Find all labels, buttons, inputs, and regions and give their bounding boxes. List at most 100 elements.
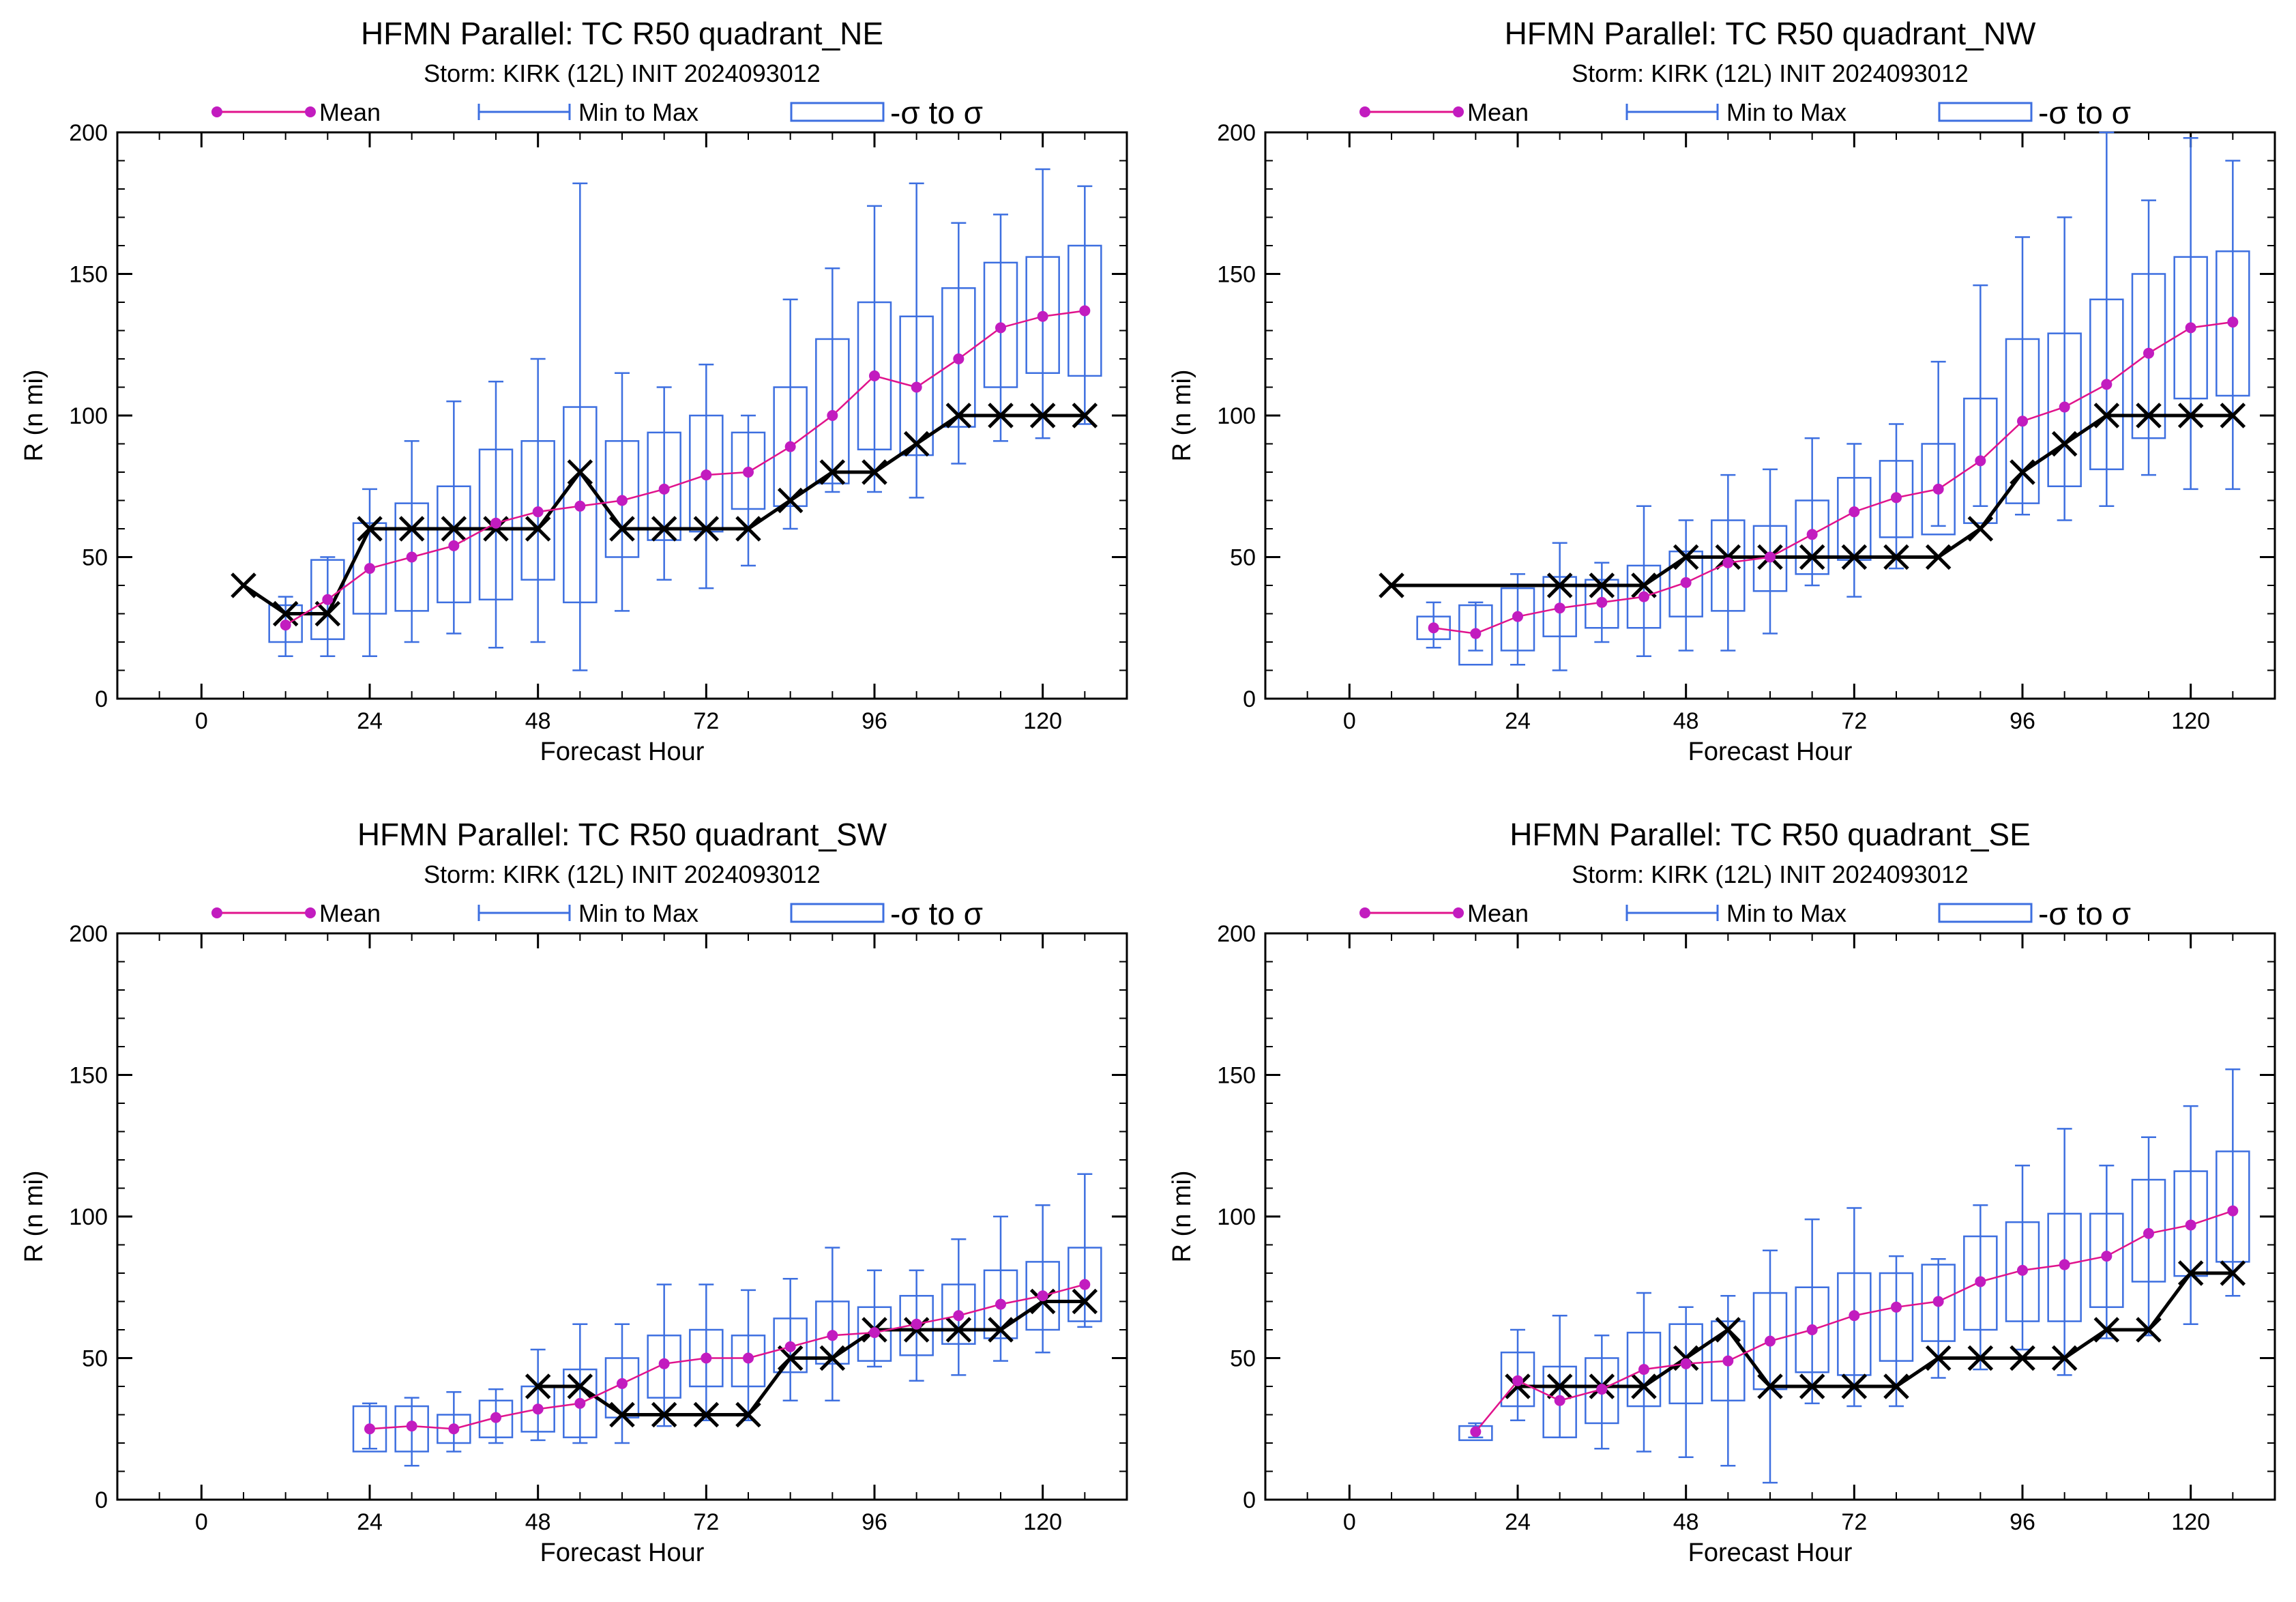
best-track-marker xyxy=(567,1373,593,1399)
best-track-marker xyxy=(945,1317,972,1343)
legend-label-mean: Mean xyxy=(319,899,381,927)
mean-marker xyxy=(1849,506,1860,518)
legend-mean-marker xyxy=(1359,106,1370,117)
chart-subtitle: Storm: KIRK (12L) INIT 2024093012 xyxy=(1572,59,1969,87)
sigma-box xyxy=(899,1294,934,1356)
mean-marker xyxy=(1638,1364,1649,1375)
sigma-box xyxy=(647,1335,681,1399)
best-track-marker xyxy=(1925,1345,1952,1371)
best-track-marker xyxy=(609,1401,635,1428)
sigma-series xyxy=(268,244,1102,643)
mean-marker xyxy=(827,1330,838,1341)
y-tick-label: 0 xyxy=(1243,1487,1256,1513)
mean-marker xyxy=(784,1341,796,1352)
x-tick-label: 96 xyxy=(862,708,887,734)
legend-label-mean: Mean xyxy=(1467,98,1529,126)
best-track-marker xyxy=(988,403,1014,428)
x-axis-title: Forecast Hour xyxy=(540,1539,705,1567)
sigma-box xyxy=(1626,564,1662,629)
sigma-box xyxy=(2131,273,2166,439)
legend-label-minmax: Min to Max xyxy=(1726,899,1846,927)
mean-marker xyxy=(1680,1358,1692,1369)
y-axis-title: R (n mi) xyxy=(20,1170,48,1262)
mean-line xyxy=(1433,321,2233,635)
sigma-box xyxy=(1626,1331,1662,1408)
y-tick-label: 0 xyxy=(95,686,108,712)
legend-label-mean: Mean xyxy=(319,98,381,126)
sigma-box xyxy=(1963,397,1998,524)
mean-marker xyxy=(1722,557,1734,568)
legend-mean-marker xyxy=(1453,907,1464,918)
mean-marker xyxy=(1849,1310,1860,1322)
chart-title: HFMN Parallel: TC R50 quadrant_NW xyxy=(1505,16,2036,51)
sigma-box xyxy=(1542,1365,1577,1438)
sigma-box xyxy=(1879,1272,1914,1362)
best-track-marker xyxy=(2010,459,2035,485)
mean-marker xyxy=(1079,305,1091,317)
sigma-box xyxy=(1500,587,1535,652)
sigma-box xyxy=(1585,1357,1619,1425)
x-tick-label: 48 xyxy=(525,1509,551,1535)
y-tick-label: 200 xyxy=(69,921,108,947)
mean-marker xyxy=(743,467,754,478)
sigma-box xyxy=(1025,1261,1060,1331)
sigma-box xyxy=(352,522,387,615)
legend-mean-marker xyxy=(305,907,316,918)
mean-marker xyxy=(1596,596,1608,608)
legend-sigma-box xyxy=(1938,903,2033,923)
mean-marker xyxy=(1554,602,1565,614)
x-tick-label: 0 xyxy=(1343,708,1356,734)
mean-marker xyxy=(406,1421,417,1432)
x-tick-label: 24 xyxy=(357,1509,383,1535)
best-track-marker xyxy=(2093,1317,2120,1343)
sigma-box xyxy=(1500,1351,1535,1408)
sigma-box xyxy=(941,1283,976,1345)
chart-panel: HFMN Parallel: TC R50 quadrant_SE Storm: … xyxy=(1168,817,2276,1567)
mean-marker xyxy=(2143,347,2154,359)
sigma-box xyxy=(437,485,471,604)
legend-sigma-box xyxy=(790,102,885,122)
y-tick-label: 150 xyxy=(69,262,108,288)
best-track-marker xyxy=(1715,544,1741,570)
x-axis-title: Forecast Hour xyxy=(1688,1539,1853,1567)
mean-marker xyxy=(490,517,501,529)
mean-marker xyxy=(2059,1259,2070,1270)
mean-marker xyxy=(827,410,838,421)
mean-marker xyxy=(658,483,670,495)
sigma-box xyxy=(2089,1212,2124,1309)
mean-marker xyxy=(2017,416,2028,427)
mean-marker xyxy=(2185,1219,2196,1231)
x-tick-label: 120 xyxy=(2171,708,2210,734)
mean-marker xyxy=(658,1358,670,1369)
best-track-marker xyxy=(1029,403,1056,428)
best-track-marker xyxy=(525,1373,551,1399)
sigma-box xyxy=(604,440,640,558)
x-tick-label: 24 xyxy=(1505,708,1531,734)
mean-marker xyxy=(1765,551,1776,563)
sigma-box xyxy=(1668,1323,1703,1405)
legend: Mean Min to Max -σ to σ xyxy=(211,95,983,130)
chart-title: HFMN Parallel: TC R50 quadrant_NE xyxy=(361,16,883,51)
sigma-box xyxy=(2173,256,2208,400)
x-axis-title: Forecast Hour xyxy=(540,738,705,766)
legend: Mean Min to Max -σ to σ xyxy=(1359,95,2131,130)
mean-marker xyxy=(448,1423,460,1435)
sigma-box xyxy=(2005,1221,2040,1322)
legend: Mean Min to Max -σ to σ xyxy=(1359,896,2131,931)
mean-marker xyxy=(1975,1276,1986,1287)
best-track-marker xyxy=(2220,1260,2246,1286)
x-tick-label: 0 xyxy=(1343,1509,1356,1535)
mean-marker xyxy=(574,500,586,512)
x-tick-label: 72 xyxy=(1841,708,1867,734)
x-tick-label: 72 xyxy=(693,708,719,734)
best-track-marker xyxy=(945,403,972,428)
mean-marker xyxy=(869,1327,880,1339)
mean-marker xyxy=(617,1378,628,1389)
best-track-marker xyxy=(1505,1373,1531,1399)
sigma-box xyxy=(394,1405,429,1453)
best-track-marker xyxy=(777,1345,804,1371)
sigma-box xyxy=(352,1405,387,1453)
mean-marker xyxy=(1037,310,1048,322)
best-track-marker xyxy=(2093,403,2120,428)
mean-marker xyxy=(1079,1279,1091,1290)
